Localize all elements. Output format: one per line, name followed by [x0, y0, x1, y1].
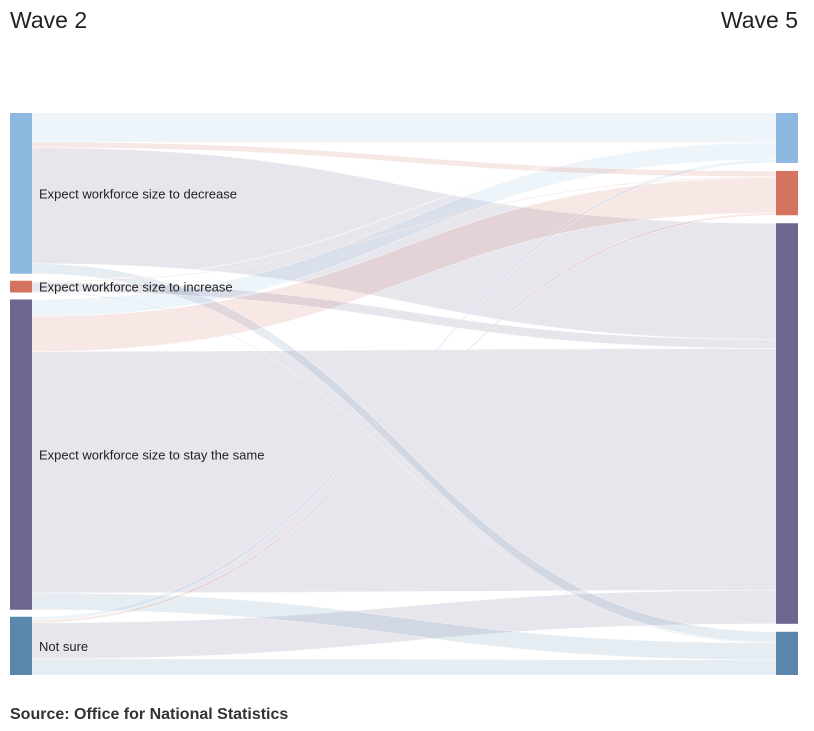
flow-expect-workforce-size-to-decrease-to-expect-workforce-size-to-decrease[interactable]	[31, 112, 777, 143]
right-node-expect-workforce-size-to-stay-the-same[interactable]	[776, 223, 798, 624]
flow-not-sure-to-expect-workforce-size-to-stay-the-same[interactable]	[31, 589, 777, 660]
wave-2-title: Wave 2	[10, 7, 88, 33]
node-label-expect-workforce-size-to-increase: Expect workforce size to increase	[39, 280, 233, 295]
flow-expect-workforce-size-to-stay-the-same-to-expect-workforce-size-to-stay-the-same[interactable]	[31, 348, 777, 594]
right-node-expect-workforce-size-to-increase[interactable]	[776, 170, 798, 216]
left-node-not-sure[interactable]	[10, 616, 32, 675]
wave-5-title: Wave 5	[720, 7, 798, 33]
node-label-expect-workforce-size-to-decrease: Expect workforce size to decrease	[39, 186, 237, 201]
sankey-labels: Expect workforce size to decrease Expect …	[39, 186, 264, 654]
sankey-links	[31, 112, 777, 676]
flow-not-sure-to-not-sure[interactable]	[31, 658, 777, 676]
left-node-expect-workforce-size-to-stay-the-same[interactable]	[10, 299, 32, 610]
right-node-expect-workforce-size-to-decrease[interactable]	[776, 113, 798, 163]
left-node-expect-workforce-size-to-increase[interactable]	[10, 280, 32, 293]
left-node-expect-workforce-size-to-decrease[interactable]	[10, 113, 32, 274]
sankey-nodes	[10, 113, 798, 675]
node-label-not-sure: Not sure	[39, 639, 88, 654]
source-note: Source: Office for National Statistics	[10, 706, 289, 723]
node-label-expect-workforce-size-to-stay-the-same: Expect workforce size to stay the same	[39, 448, 264, 463]
sankey-chart: Expect workforce size to decrease Expect …	[10, 112, 798, 676]
right-node-not-sure[interactable]	[776, 631, 798, 675]
